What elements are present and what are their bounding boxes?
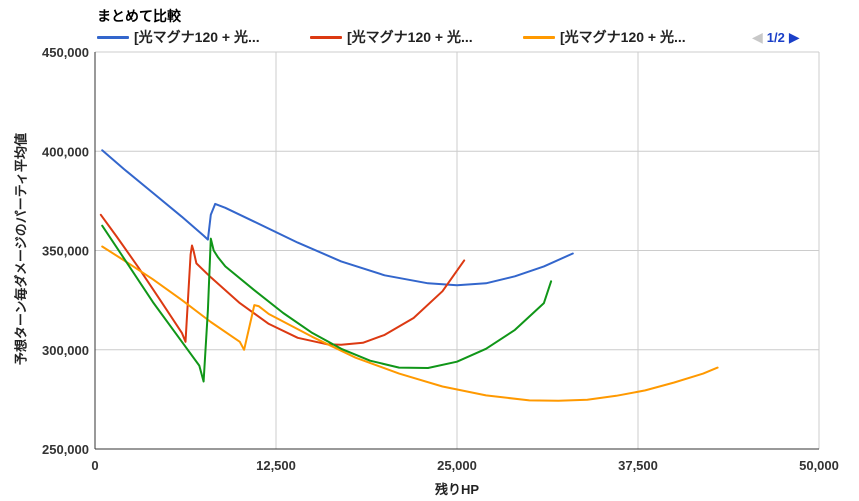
grid-lines — [95, 51, 820, 449]
legend-swatch-series-3 — [523, 35, 555, 39]
series-line-2 — [99, 213, 466, 346]
x-tick-label: 0 — [91, 458, 98, 473]
y-tick-label: 300,000 — [42, 343, 89, 358]
legend-pager: ◀ 1/2 ▶ — [752, 28, 800, 46]
series-line-3 — [101, 245, 719, 402]
legend-label-series-1: [光マグナ120 + 光... — [134, 29, 260, 45]
legend-label-series-2: [光マグナ120 + 光... — [347, 29, 473, 45]
y-axis-title: 予想ターン毎ダメージのパーティ平均値 — [13, 133, 29, 365]
x-tick-label: 12,500 — [256, 458, 296, 473]
legend-label-series-3: [光マグナ120 + 光... — [560, 29, 686, 45]
pager-prev-arrow-icon[interactable]: ◀ — [752, 29, 763, 45]
pager-page-indicator: 1/2 — [766, 29, 785, 45]
x-tick-labels: 0 12,500 25,000 37,500 50,000 — [91, 458, 839, 473]
legend-item-series-3[interactable]: [光マグナ120 + 光... — [523, 27, 686, 47]
chart-title: まとめて比較 — [97, 8, 181, 24]
series-line-4 — [101, 224, 553, 383]
legend-swatch-series-2 — [310, 35, 342, 39]
y-tick-label: 250,000 — [42, 442, 89, 457]
x-axis-title: 残りHP — [434, 482, 480, 497]
legend: [光マグナ120 + 光... [光マグナ120 + 光... [光マグナ120… — [97, 27, 847, 47]
x-tick-label: 25,000 — [437, 458, 477, 473]
legend-item-series-2[interactable]: [光マグナ120 + 光... — [310, 27, 473, 47]
x-tick-label: 37,500 — [618, 458, 658, 473]
series-lines — [99, 149, 719, 402]
x-tick-label: 50,000 — [799, 458, 839, 473]
y-tick-label: 400,000 — [42, 144, 89, 159]
y-tick-label: 350,000 — [42, 244, 89, 259]
y-tick-labels: 250,000 300,000 350,000 400,000 450,000 — [42, 45, 89, 457]
y-tick-label: 450,000 — [42, 45, 89, 60]
pager-next-arrow-icon[interactable]: ▶ — [788, 29, 800, 45]
axes — [94, 52, 819, 450]
legend-item-series-1[interactable]: [光マグナ120 + 光... — [97, 27, 260, 47]
legend-swatch-series-1 — [97, 35, 129, 39]
series-line-1 — [101, 149, 574, 287]
